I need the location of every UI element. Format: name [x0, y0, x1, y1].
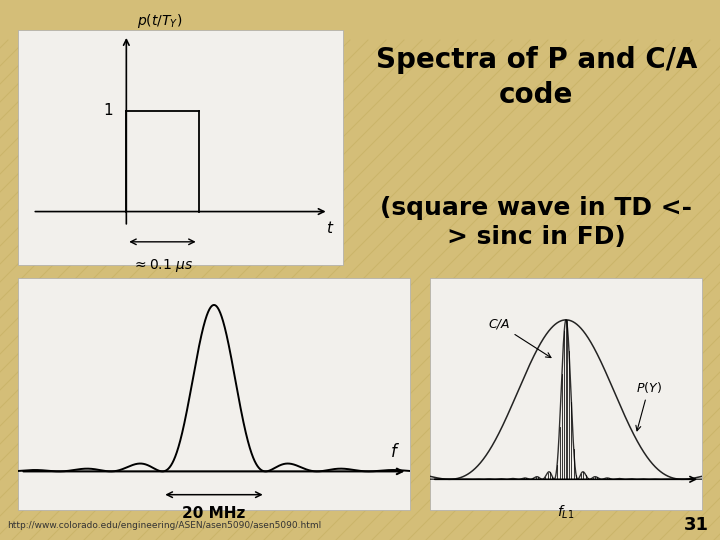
Text: (square wave in TD <-
> sinc in FD): (square wave in TD <- > sinc in FD) [380, 195, 693, 249]
Text: $f$: $f$ [390, 443, 400, 461]
Text: $t$: $t$ [325, 220, 334, 235]
FancyBboxPatch shape [18, 278, 410, 510]
FancyBboxPatch shape [430, 278, 702, 510]
Text: $\approx 0.1\ \mu s$: $\approx 0.1\ \mu s$ [132, 257, 193, 274]
Text: $P(Y)$: $P(Y)$ [636, 380, 662, 431]
Text: Spectra of P and C/A
code: Spectra of P and C/A code [376, 46, 697, 109]
Text: 20 MHz: 20 MHz [182, 507, 246, 521]
Text: C/A: C/A [488, 318, 551, 357]
Text: 1: 1 [104, 103, 113, 118]
Text: 31: 31 [684, 516, 709, 534]
FancyBboxPatch shape [18, 30, 343, 265]
Text: $p(t/T_Y)$: $p(t/T_Y)$ [138, 12, 183, 30]
Text: $f_{L1}$: $f_{L1}$ [557, 503, 575, 521]
Text: http://www.colorado.edu/engineering/ASEN/asen5090/asen5090.html: http://www.colorado.edu/engineering/ASEN… [7, 521, 321, 530]
